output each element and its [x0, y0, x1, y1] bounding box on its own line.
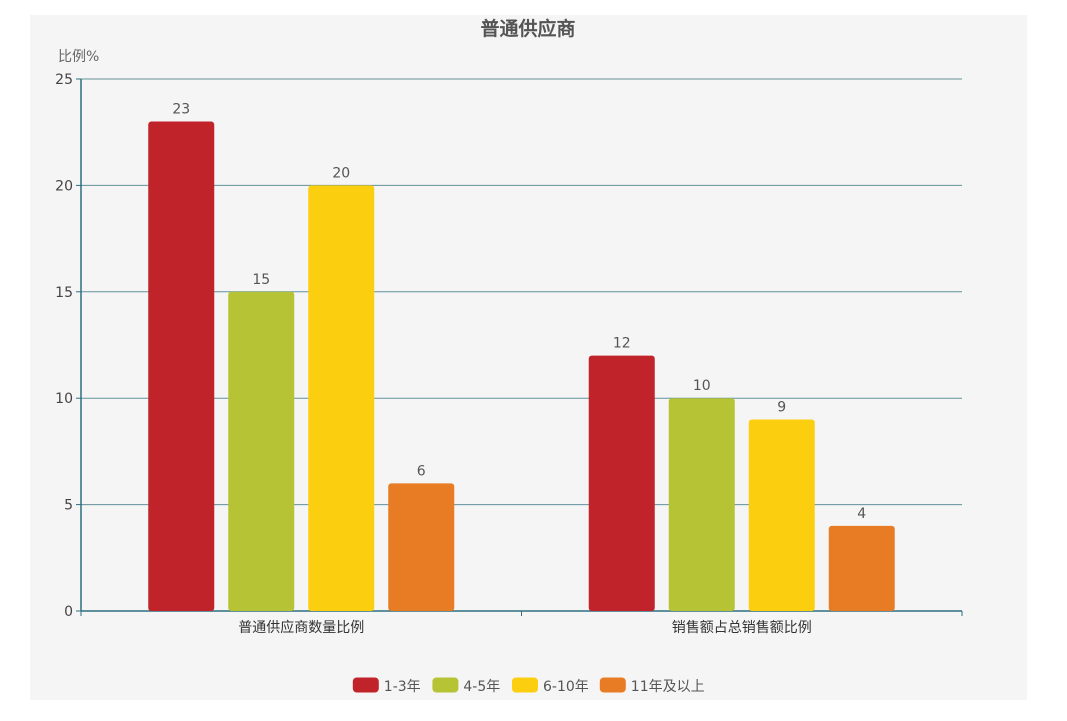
- bar: [228, 291, 295, 611]
- legend-swatch: [352, 677, 379, 693]
- bar-value-label: 10: [693, 378, 711, 394]
- legend-swatch: [512, 677, 538, 693]
- bar: [748, 419, 815, 611]
- y-tick-label: 15: [55, 285, 73, 301]
- bar-value-label: 15: [252, 272, 270, 288]
- bar-value-label: 6: [417, 463, 426, 479]
- bar-value-label: 20: [332, 165, 350, 181]
- y-tick-label: 5: [64, 498, 73, 514]
- bar: [388, 483, 455, 611]
- bar: [828, 525, 895, 611]
- y-tick-label: 25: [55, 72, 73, 88]
- y-tick-label: 20: [55, 178, 73, 194]
- bar: [148, 121, 215, 611]
- chart-title: 普通供应商: [480, 17, 575, 40]
- legend-label: 6-10年: [543, 679, 589, 695]
- bars: 23 15 20 6 12 10 9 4: [148, 102, 895, 611]
- bar-value-label: 4: [857, 506, 866, 522]
- legend-label: 11年及以上: [631, 679, 705, 695]
- bar-value-label: 12: [613, 336, 631, 352]
- y-tick-label: 10: [55, 391, 73, 407]
- bar: [308, 185, 375, 611]
- y-axis-unit-label: 比例%: [58, 49, 99, 65]
- axes: 0 5 10 15 20 25 普通供应商数量比例 销售额占总销售额比例: [55, 72, 963, 636]
- bar-value-label: 23: [172, 102, 190, 118]
- bar-value-label: 9: [777, 399, 786, 415]
- legend: 1-3年 4-5年 6-10年 11年及以上: [352, 677, 705, 695]
- x-category-label: 销售额占总销售额比例: [672, 620, 812, 636]
- bar: [668, 398, 735, 611]
- legend-swatch: [599, 677, 626, 693]
- y-tick-label: 0: [64, 604, 73, 620]
- x-category-label: 普通供应商数量比例: [238, 619, 364, 636]
- legend-label: 1-3年: [384, 679, 421, 695]
- legend-swatch: [432, 677, 459, 693]
- legend-label: 4-5年: [463, 679, 500, 695]
- bar: [588, 355, 655, 611]
- gridlines: [81, 78, 962, 506]
